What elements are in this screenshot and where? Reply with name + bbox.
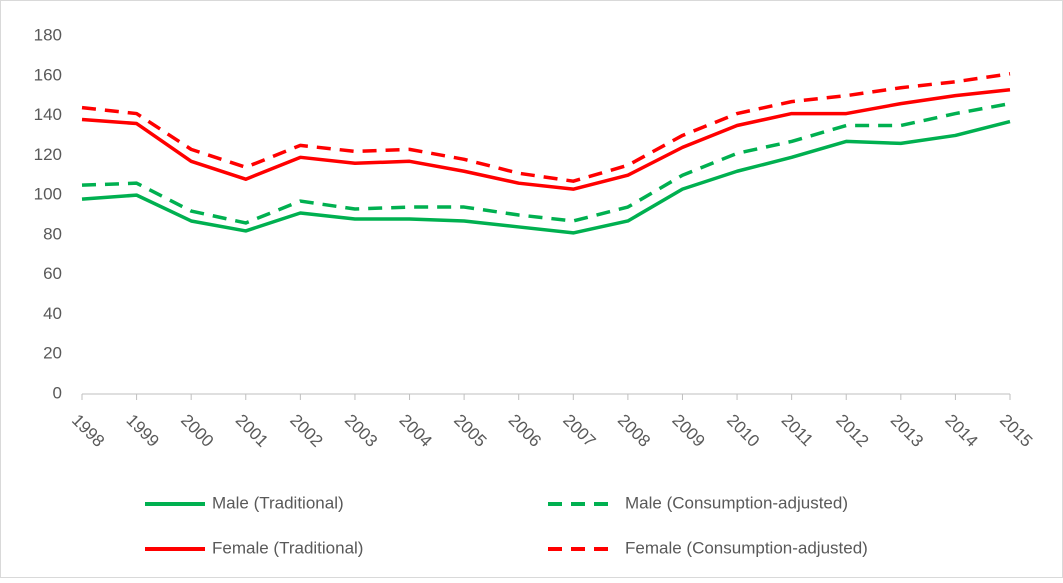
y-tick-label: 60 — [43, 264, 62, 283]
legend-label: Male (Consumption-adjusted) — [625, 493, 848, 512]
y-tick-label: 40 — [43, 304, 62, 323]
series-line — [81, 87, 1011, 191]
y-tick-label: 140 — [34, 105, 62, 124]
y-tick-label: 0 — [53, 383, 62, 402]
series-line — [81, 119, 1011, 235]
legend-label: Female (Consumption-adjusted) — [625, 538, 868, 557]
y-tick-label: 80 — [43, 224, 62, 243]
y-tick-label: 180 — [34, 25, 62, 44]
y-tick-label: 100 — [34, 185, 62, 204]
legend-label: Female (Traditional) — [212, 538, 363, 557]
y-tick-label: 120 — [34, 145, 62, 164]
y-tick-label: 20 — [43, 344, 62, 363]
series-line — [81, 72, 1011, 183]
series-line — [81, 101, 1011, 225]
legend-label: Male (Traditional) — [212, 493, 344, 512]
y-tick-label: 160 — [34, 65, 62, 84]
